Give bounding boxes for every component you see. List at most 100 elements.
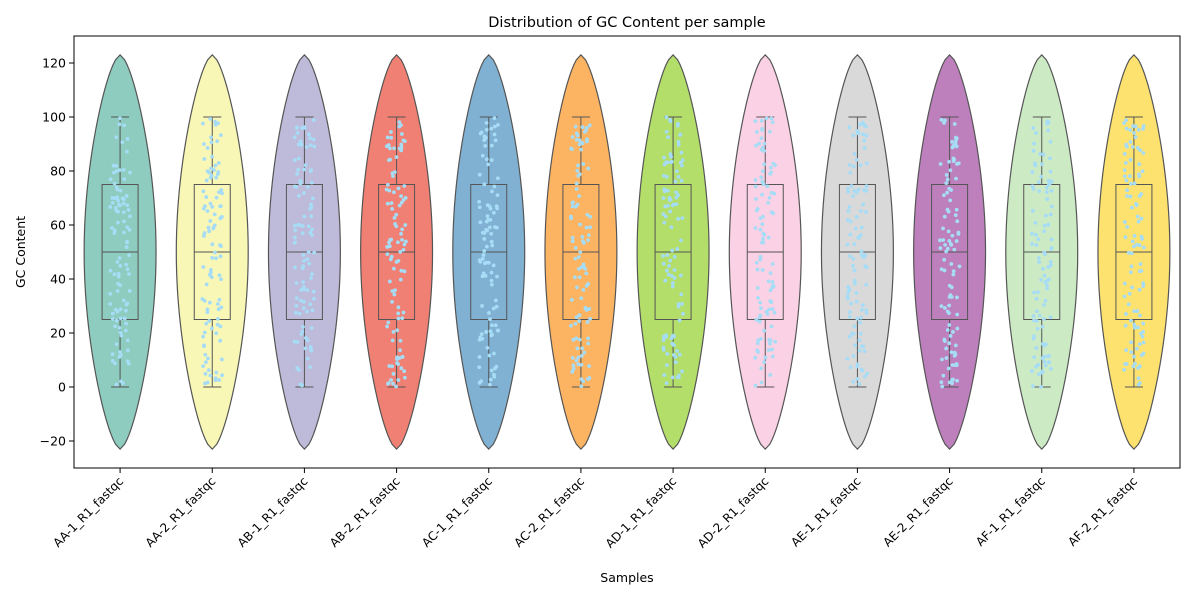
data-point bbox=[208, 175, 213, 180]
data-point bbox=[1037, 372, 1041, 377]
data-point bbox=[851, 256, 856, 261]
data-point bbox=[663, 204, 668, 209]
data-point bbox=[496, 123, 500, 127]
data-point bbox=[1128, 182, 1133, 186]
data-point bbox=[1040, 342, 1045, 346]
data-point bbox=[308, 143, 313, 148]
data-point bbox=[1128, 128, 1133, 132]
data-point bbox=[311, 289, 316, 294]
data-point bbox=[675, 169, 679, 174]
data-point bbox=[1122, 367, 1127, 372]
data-point bbox=[753, 383, 758, 388]
data-point bbox=[308, 136, 312, 141]
data-point bbox=[950, 139, 954, 144]
data-point bbox=[863, 252, 868, 257]
data-point bbox=[773, 339, 778, 344]
data-point bbox=[201, 206, 206, 211]
data-point bbox=[1123, 323, 1128, 328]
data-point bbox=[1125, 225, 1130, 229]
data-point bbox=[208, 117, 213, 121]
data-point bbox=[219, 357, 224, 362]
data-point bbox=[110, 196, 115, 200]
data-point bbox=[385, 252, 390, 256]
data-point bbox=[1129, 350, 1134, 355]
data-point bbox=[679, 273, 683, 278]
data-point bbox=[760, 128, 765, 132]
data-point bbox=[768, 288, 773, 293]
data-point bbox=[760, 268, 765, 272]
data-point bbox=[582, 241, 586, 245]
data-point bbox=[573, 245, 578, 250]
data-point bbox=[849, 184, 854, 188]
data-point bbox=[480, 256, 485, 261]
data-point bbox=[401, 138, 406, 143]
data-point bbox=[1043, 363, 1048, 368]
data-point bbox=[124, 245, 129, 250]
data-point bbox=[122, 230, 126, 235]
data-point bbox=[674, 202, 679, 207]
data-point bbox=[312, 296, 316, 301]
data-point bbox=[128, 170, 132, 175]
data-point bbox=[292, 339, 297, 344]
data-point bbox=[945, 246, 950, 251]
data-point bbox=[203, 352, 208, 357]
data-point bbox=[954, 363, 959, 368]
data-point bbox=[1048, 156, 1052, 161]
data-point bbox=[117, 122, 122, 127]
data-point bbox=[665, 188, 670, 193]
data-point bbox=[852, 151, 857, 156]
data-point bbox=[859, 344, 864, 349]
data-point bbox=[401, 310, 406, 315]
data-point bbox=[670, 280, 675, 285]
data-point bbox=[587, 364, 592, 368]
data-point bbox=[662, 220, 667, 225]
x-tick-label: AF-1_R1_fastqc bbox=[973, 474, 1048, 549]
data-point bbox=[301, 253, 306, 257]
data-point bbox=[579, 141, 584, 146]
data-point bbox=[753, 184, 758, 189]
data-point bbox=[1031, 148, 1036, 153]
data-point bbox=[1137, 172, 1141, 177]
data-point bbox=[951, 156, 956, 161]
data-point bbox=[292, 184, 297, 189]
data-point bbox=[767, 195, 772, 200]
data-point bbox=[208, 201, 213, 206]
data-point bbox=[1139, 234, 1144, 239]
data-point bbox=[312, 250, 317, 255]
data-point bbox=[1030, 170, 1035, 175]
data-point bbox=[216, 121, 221, 126]
data-point bbox=[575, 202, 580, 207]
data-point bbox=[308, 302, 313, 307]
data-point bbox=[946, 366, 951, 371]
data-point bbox=[119, 353, 123, 357]
data-point bbox=[1032, 161, 1037, 166]
data-point bbox=[124, 308, 128, 313]
data-point bbox=[1042, 302, 1047, 307]
data-point bbox=[310, 227, 315, 232]
data-point bbox=[942, 214, 947, 219]
data-point bbox=[770, 262, 775, 266]
data-point bbox=[484, 127, 489, 132]
data-point bbox=[1048, 139, 1053, 144]
data-point bbox=[489, 239, 494, 244]
data-point bbox=[944, 346, 949, 351]
data-point bbox=[1131, 244, 1136, 249]
data-point bbox=[396, 305, 401, 310]
x-axis: AA-1_R1_fastqc AA-2_R1_fastqc AB-1_R1_fast… bbox=[50, 468, 1140, 551]
data-point bbox=[201, 142, 206, 146]
data-point bbox=[938, 238, 942, 243]
data-point bbox=[941, 238, 946, 242]
data-point bbox=[126, 208, 131, 212]
data-point bbox=[486, 162, 491, 167]
data-point bbox=[1134, 346, 1139, 351]
data-point bbox=[949, 295, 954, 299]
data-point bbox=[1127, 291, 1132, 296]
data-point bbox=[764, 116, 769, 121]
data-point bbox=[394, 212, 399, 217]
data-point bbox=[493, 366, 497, 371]
data-point bbox=[125, 338, 130, 343]
data-point bbox=[1124, 178, 1129, 183]
data-point bbox=[1042, 359, 1047, 364]
data-point bbox=[391, 381, 395, 386]
data-point bbox=[861, 202, 866, 207]
